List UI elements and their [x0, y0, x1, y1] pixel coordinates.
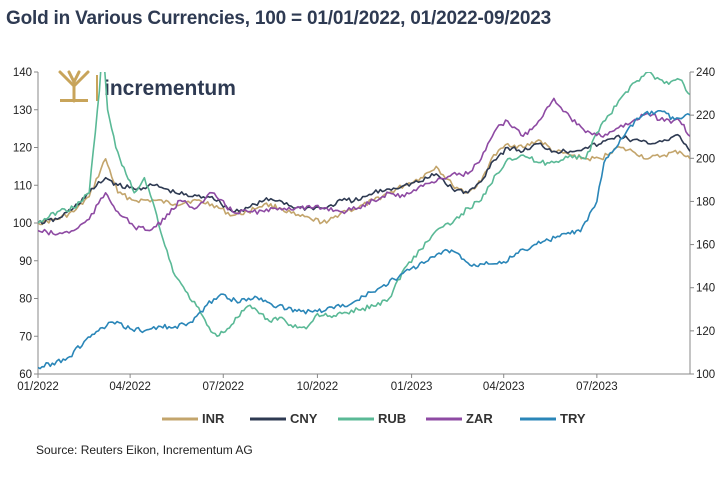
- y-left-tick-label: 60: [19, 369, 32, 381]
- series-line-rub: [38, 72, 690, 338]
- y-right-tick-label: 220: [696, 110, 715, 122]
- x-tick-label: 07/2022: [202, 381, 244, 393]
- series-line-try: [38, 110, 690, 370]
- y-right-tick-label: 180: [696, 196, 715, 208]
- y-right-tick-label: 240: [696, 67, 715, 79]
- y-left-tick-label: 140: [13, 67, 32, 79]
- x-tick-label: 01/2023: [391, 381, 433, 393]
- y-left-tick-label: 110: [14, 180, 32, 192]
- legend-label-cny: CNY: [290, 411, 318, 426]
- logo: incrementum: [56, 70, 236, 106]
- y-right-tick-label: 160: [696, 240, 715, 252]
- legend-label-inr: INR: [202, 411, 225, 426]
- x-tick-label: 10/2022: [297, 381, 339, 393]
- y-right-tick-label: 120: [696, 326, 715, 338]
- series-line-zar: [38, 97, 690, 236]
- legend-label-rub: RUB: [378, 411, 406, 426]
- y-right-tick-label: 140: [696, 283, 715, 295]
- tree-logo-icon: [56, 70, 92, 106]
- logo-text: incrementum: [104, 77, 236, 100]
- y-left-tick-label: 130: [13, 105, 32, 117]
- x-tick-label: 04/2022: [109, 381, 151, 393]
- logo-divider: [96, 75, 98, 101]
- legend-label-try: TRY: [560, 411, 586, 426]
- chart-title: Gold in Various Currencies, 100 = 01/01/…: [6, 8, 551, 29]
- x-tick-label: 01/2022: [17, 381, 59, 393]
- legend-label-zar: ZAR: [466, 411, 493, 426]
- y-left-tick-label: 90: [19, 256, 32, 268]
- source-note: Source: Reuters Eikon, Incrementum AG: [36, 443, 253, 457]
- y-left-tick-label: 120: [13, 143, 32, 155]
- y-left-tick-label: 80: [19, 294, 32, 306]
- x-tick-label: 04/2023: [483, 381, 525, 393]
- y-right-tick-label: 200: [696, 153, 715, 165]
- y-left-tick-label: 70: [19, 331, 32, 343]
- x-tick-label: 07/2023: [576, 381, 618, 393]
- y-right-tick-label: 100: [696, 369, 715, 381]
- series-line-inr: [38, 139, 690, 226]
- y-left-tick-label: 100: [13, 218, 32, 230]
